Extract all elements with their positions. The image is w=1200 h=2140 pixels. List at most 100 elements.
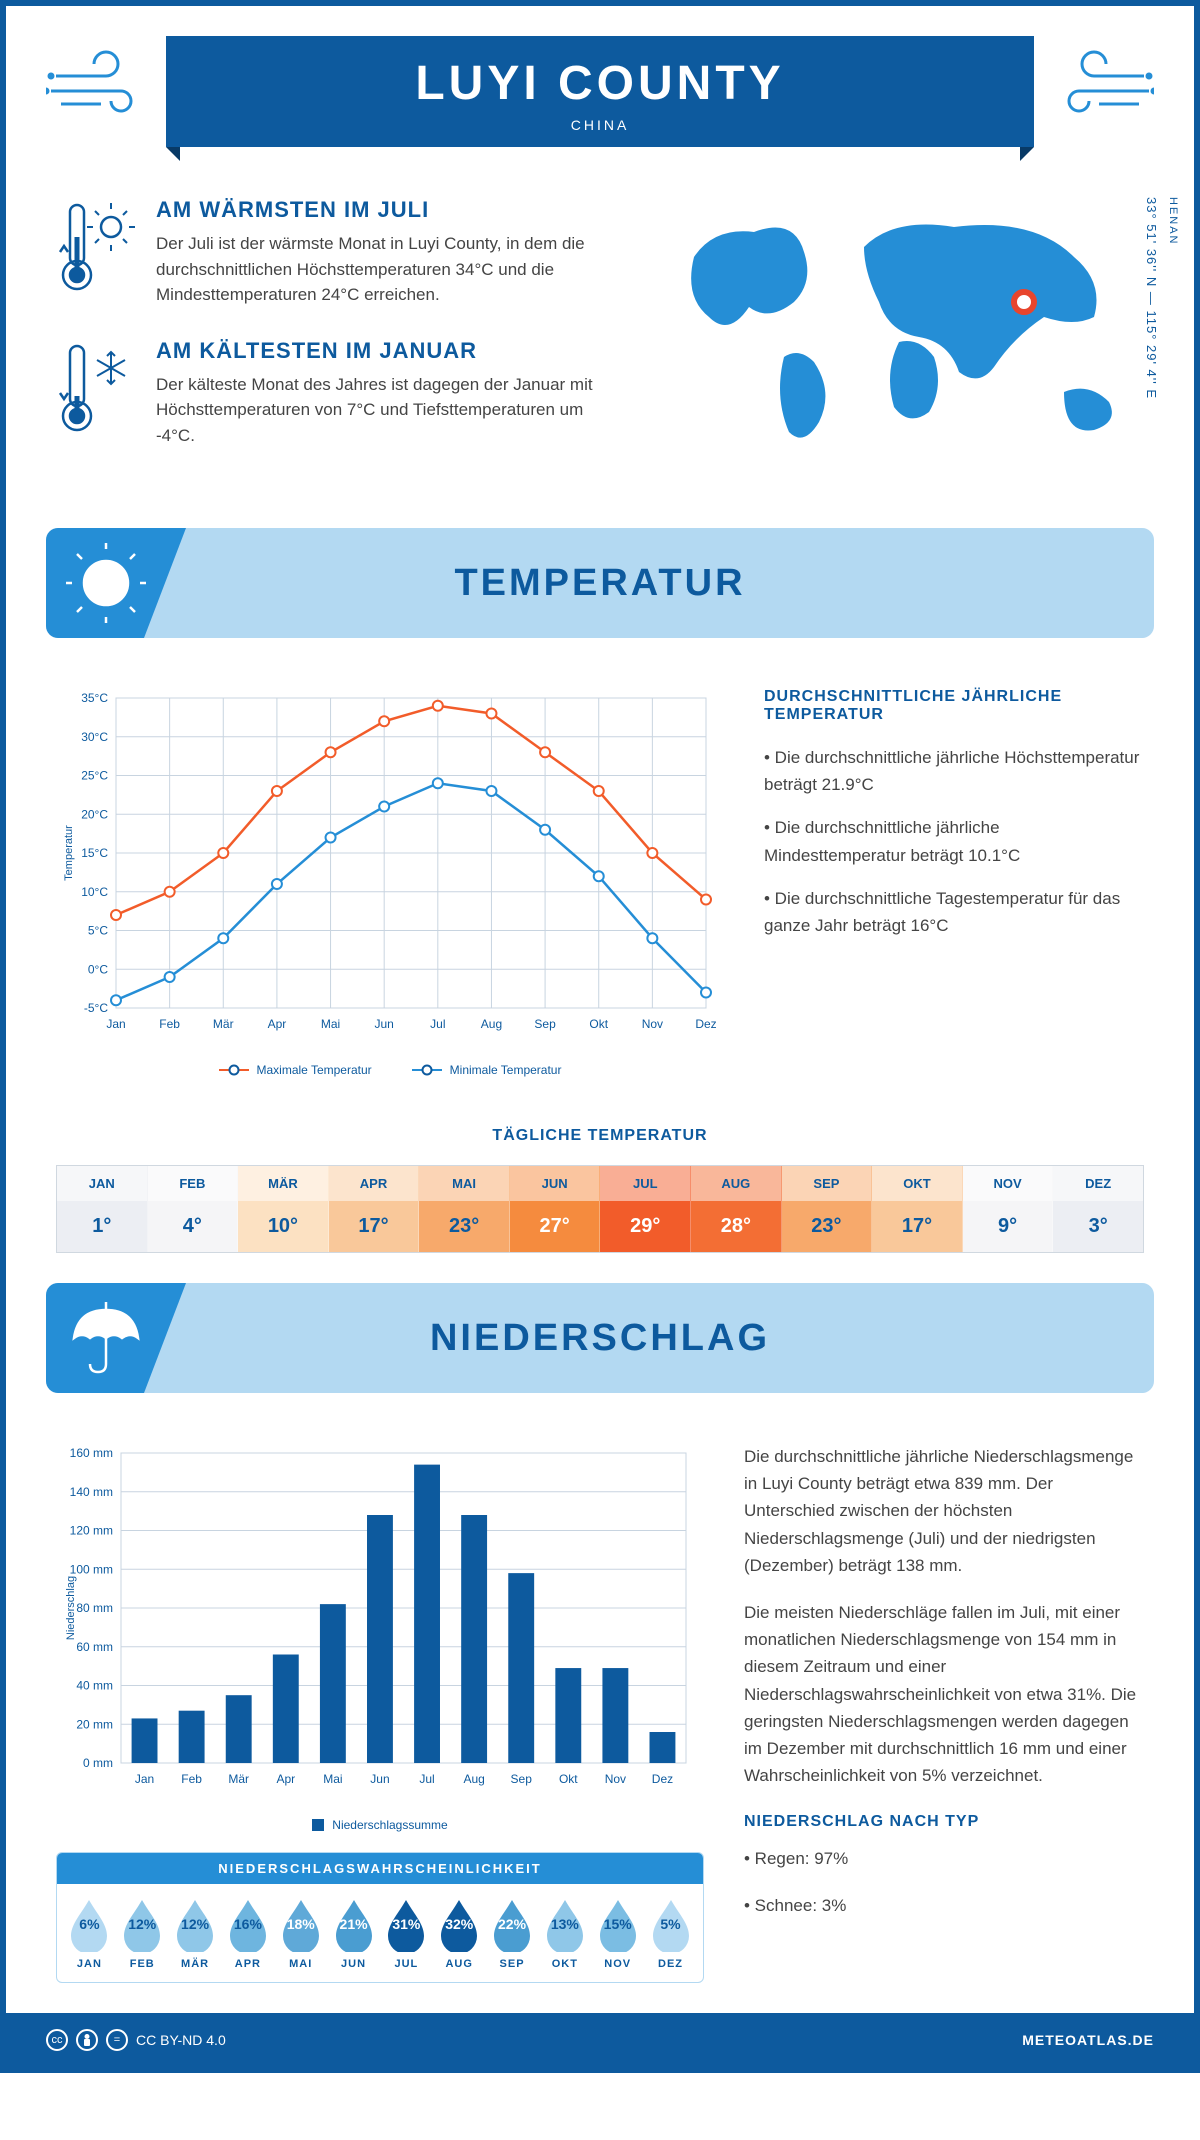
svg-text:Nov: Nov — [605, 1772, 626, 1786]
nd-icon: = — [106, 2029, 128, 2051]
thermometer-sun-icon — [56, 197, 136, 308]
prob-cell: 21%JUN — [327, 1896, 380, 1970]
precip-para-1: Die durchschnittliche jährliche Niedersc… — [744, 1443, 1144, 1579]
svg-text:Okt: Okt — [589, 1017, 608, 1031]
precip-section-banner: NIEDERSCHLAG — [46, 1283, 1154, 1393]
svg-text:0°C: 0°C — [88, 962, 108, 976]
svg-text:Niederschlag: Niederschlag — [65, 1576, 77, 1640]
coldest-block: AM KÄLTESTEN IM JANUAR Der kälteste Mona… — [56, 338, 624, 449]
svg-text:Feb: Feb — [181, 1772, 202, 1786]
warmest-block: AM WÄRMSTEN IM JULI Der Juli ist der wär… — [56, 197, 624, 308]
temp-text-heading: DURCHSCHNITTLICHE JÄHRLICHE TEMPERATUR — [764, 688, 1144, 724]
wind-icon — [1044, 46, 1154, 131]
site-name: METEOATLAS.DE — [1022, 2032, 1154, 2048]
daily-temp-cell: JAN1° — [57, 1166, 148, 1252]
prob-cell: 31%JUL — [380, 1896, 433, 1970]
world-map-block: HENAN 33° 51' 36'' N — 115° 29' 4'' E — [664, 197, 1144, 478]
temp-bullet: • Die durchschnittliche jährliche Mindes… — [764, 814, 1144, 868]
header: LUYI COUNTY CHINA — [6, 6, 1194, 167]
svg-text:140 mm: 140 mm — [70, 1485, 113, 1499]
svg-text:20 mm: 20 mm — [76, 1717, 113, 1731]
daily-temp-cell: JUL29° — [600, 1166, 691, 1252]
precip-heading: NIEDERSCHLAG — [430, 1317, 770, 1360]
svg-text:Mai: Mai — [323, 1772, 342, 1786]
region-label: HENAN — [1167, 197, 1179, 246]
svg-text:60 mm: 60 mm — [76, 1640, 113, 1654]
svg-text:Jan: Jan — [135, 1772, 154, 1786]
precip-type-bullet: • Regen: 97% — [744, 1845, 1144, 1872]
prob-cell: 32%AUG — [433, 1896, 486, 1970]
prob-cell: 12%FEB — [116, 1896, 169, 1970]
daily-temp-table: JAN1°FEB4°MÄR10°APR17°MAI23°JUN27°JUL29°… — [56, 1165, 1144, 1253]
precip-type-heading: NIEDERSCHLAG NACH TYP — [744, 1809, 1144, 1835]
svg-text:Jul: Jul — [430, 1017, 445, 1031]
daily-temp-cell: FEB4° — [148, 1166, 239, 1252]
svg-text:120 mm: 120 mm — [70, 1524, 113, 1538]
svg-text:Sep: Sep — [511, 1772, 533, 1786]
prob-cell: 16%APR — [221, 1896, 274, 1970]
svg-text:Dez: Dez — [652, 1772, 673, 1786]
daily-temp-cell: AUG28° — [691, 1166, 782, 1252]
page-title: LUYI COUNTY — [166, 56, 1034, 111]
svg-text:30°C: 30°C — [81, 730, 108, 744]
svg-text:Jun: Jun — [375, 1017, 394, 1031]
license-block: cc = CC BY-ND 4.0 — [46, 2029, 226, 2051]
svg-text:Jan: Jan — [106, 1017, 125, 1031]
svg-text:Okt: Okt — [559, 1772, 578, 1786]
svg-text:Jun: Jun — [370, 1772, 389, 1786]
infographic-frame: LUYI COUNTY CHINA AM WÄRMSTEN IM JULI De… — [0, 0, 1200, 2073]
svg-text:35°C: 35°C — [81, 691, 108, 705]
warmest-text: Der Juli ist der wärmste Monat in Luyi C… — [156, 231, 624, 308]
prob-cell: 18%MAI — [274, 1896, 327, 1970]
intro-section: AM WÄRMSTEN IM JULI Der Juli ist der wär… — [6, 167, 1194, 508]
prob-cell: 15%NOV — [591, 1896, 644, 1970]
daily-temp-cell: APR17° — [329, 1166, 420, 1252]
svg-text:160 mm: 160 mm — [70, 1446, 113, 1460]
umbrella-icon — [66, 1298, 146, 1383]
prob-heading: NIEDERSCHLAGSWAHRSCHEINLICHKEIT — [57, 1853, 703, 1884]
svg-text:Dez: Dez — [695, 1017, 716, 1031]
svg-text:Apr: Apr — [276, 1772, 295, 1786]
svg-text:Jul: Jul — [419, 1772, 434, 1786]
svg-text:20°C: 20°C — [81, 807, 108, 821]
svg-text:Mai: Mai — [321, 1017, 340, 1031]
svg-text:Temperatur: Temperatur — [63, 825, 75, 881]
svg-text:15°C: 15°C — [81, 846, 108, 860]
daily-temp-cell: JUN27° — [510, 1166, 601, 1252]
svg-text:80 mm: 80 mm — [76, 1601, 113, 1615]
temperature-legend: Maximale Temperatur Minimale Temperatur — [56, 1063, 724, 1077]
sun-icon — [66, 543, 146, 628]
license-text: CC BY-ND 4.0 — [136, 2032, 226, 2048]
by-icon — [76, 2029, 98, 2051]
svg-text:Sep: Sep — [534, 1017, 556, 1031]
warmest-title: AM WÄRMSTEN IM JULI — [156, 197, 624, 223]
daily-temp-cell: MAI23° — [419, 1166, 510, 1252]
daily-temp-cell: OKT17° — [872, 1166, 963, 1252]
footer: cc = CC BY-ND 4.0 METEOATLAS.DE — [6, 2013, 1194, 2067]
svg-text:25°C: 25°C — [81, 769, 108, 783]
svg-text:Apr: Apr — [268, 1017, 287, 1031]
page-subtitle: CHINA — [166, 117, 1034, 133]
daily-temp-title: TÄGLICHE TEMPERATUR — [6, 1127, 1194, 1145]
title-banner: LUYI COUNTY CHINA — [166, 36, 1034, 147]
temperature-heading: TEMPERATUR — [454, 562, 745, 605]
daily-temp-cell: DEZ3° — [1053, 1166, 1143, 1252]
daily-temp-cell: MÄR10° — [238, 1166, 329, 1252]
thermometer-snow-icon — [56, 338, 136, 449]
prob-cell: 22%SEP — [486, 1896, 539, 1970]
prob-cell: 12%MÄR — [169, 1896, 222, 1970]
temperature-section-banner: TEMPERATUR — [46, 528, 1154, 638]
precip-type-bullet: • Schnee: 3% — [744, 1892, 1144, 1919]
svg-text:Aug: Aug — [463, 1772, 484, 1786]
coldest-text: Der kälteste Monat des Jahres ist dagege… — [156, 372, 624, 449]
svg-text:Aug: Aug — [481, 1017, 502, 1031]
temperature-line-chart: -5°C0°C5°C10°C15°C20°C25°C30°C35°CJanFeb… — [56, 688, 724, 1077]
prob-cell: 6%JAN — [63, 1896, 116, 1970]
svg-text:Feb: Feb — [159, 1017, 180, 1031]
temp-bullet: • Die durchschnittliche Tagestemperatur … — [764, 885, 1144, 939]
prob-cell: 13%OKT — [538, 1896, 591, 1970]
world-map-icon — [664, 197, 1144, 457]
svg-text:Mär: Mär — [213, 1017, 234, 1031]
coordinates: 33° 51' 36'' N — 115° 29' 4'' E — [1144, 197, 1159, 399]
precip-bar-chart: 0 mm20 mm40 mm60 mm80 mm100 mm120 mm140 … — [56, 1443, 696, 1803]
